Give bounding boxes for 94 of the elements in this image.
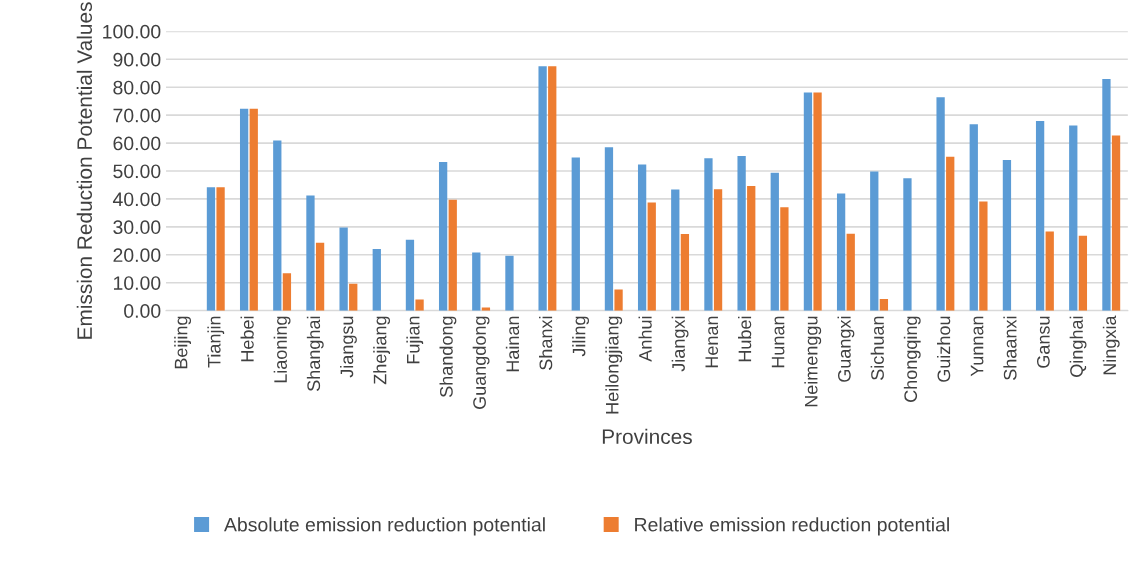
bar [846,233,855,311]
x-tick-label: Shanxi [539,316,553,370]
y-axis-title: Emission Reduction Potential Values [76,2,93,339]
bar [936,97,945,311]
bar [415,299,424,311]
x-tick-label: Gansu [1036,316,1050,368]
bar [448,199,457,311]
x-tick-label: Hubei [738,316,752,362]
x-tick-label: Guizhou [937,316,951,382]
bar [1035,121,1045,311]
bar [946,156,955,311]
bar [803,92,813,311]
x-tick-label: Henan [705,316,719,368]
y-tick-label: 80.00 [113,80,161,95]
bar [704,158,713,311]
x-tick-label: Liaoning [273,316,291,383]
x-tick-label: Beijing [174,316,192,369]
x-tick-label: Jiangxi [671,316,689,372]
bar [206,187,216,311]
bar [315,242,325,311]
bar [836,193,846,311]
bar [282,273,292,311]
bar [780,207,789,311]
bar [614,289,623,311]
x-tick-label: Neimenggu [804,316,822,407]
y-tick-label: 0.00 [124,304,161,318]
bar [604,147,614,311]
bar [680,234,690,311]
x-tick-label: Jiangsu [340,316,357,378]
bar [239,108,249,311]
x-tick-label: Shandong [439,316,457,398]
bar [747,186,756,311]
bar [903,178,912,311]
x-tick-label: Yunnan [970,316,984,377]
bar [713,189,723,311]
x-tick-label: Guangxi [837,316,855,382]
y-tick-label: 20.00 [113,248,161,263]
x-tick-label: Shanghai [306,316,324,391]
legend-label: Absolute emission reduction potential [224,517,545,536]
x-tick-label: Qinghai [1069,316,1087,377]
bar [637,164,647,311]
x-tick-label: Heilongjiang [605,316,623,414]
bar [647,202,656,311]
bar [813,92,822,311]
bar [979,201,988,311]
bar [216,187,225,311]
y-tick-label: 70.00 [113,108,161,123]
legend-label: Relative emission reduction potential [635,517,949,536]
y-tick-label: 40.00 [112,192,161,207]
bar [1102,79,1111,311]
x-tick-label: Guangdong [472,316,490,409]
bar [349,283,358,311]
x-tick-label: Shaanxi [1003,316,1017,380]
bar [1069,125,1078,311]
bar [1045,231,1054,311]
x-tick-label: Sichuan [870,316,884,380]
bar [339,227,348,311]
bar [538,66,547,311]
x-tick-label: Hebei [240,316,254,362]
x-tick-label: Anhui [638,316,652,362]
bar [969,124,978,311]
x-tick-label: Zhejiang [373,316,391,385]
x-tick-label: Ningxia [1102,315,1120,375]
bar [1002,160,1012,311]
x-axis-title: Provinces [602,428,692,445]
bar [372,248,381,311]
x-tick-label: Fujian [406,316,424,364]
x-tick-label: Hunan [771,316,785,368]
bar [273,140,282,311]
y-tick-label: 90.00 [113,52,161,67]
bar [870,171,879,311]
bar [405,239,415,311]
x-tick-label: Jiling [572,316,590,357]
bar [1078,235,1088,311]
x-tick-label: Chongqing [903,316,921,402]
bar [770,172,779,311]
bar [1111,135,1121,311]
y-tick-label: 10.00 [113,276,161,290]
bar [548,66,557,311]
y-tick-label: 50.00 [113,164,161,179]
y-tick-label: 60.00 [113,136,161,151]
x-tick-label: Hainan [505,316,520,372]
bar [505,255,514,311]
x-tick-label: Tianjin [207,316,225,368]
bar [671,189,680,311]
bar [249,108,258,311]
y-tick-label: 30.00 [113,220,161,235]
bar [879,298,889,311]
y-tick-label: 100.00 [103,24,161,39]
bar [472,252,481,311]
bar [737,155,746,311]
bar [571,157,580,311]
bar [438,162,448,311]
bar [306,195,315,311]
